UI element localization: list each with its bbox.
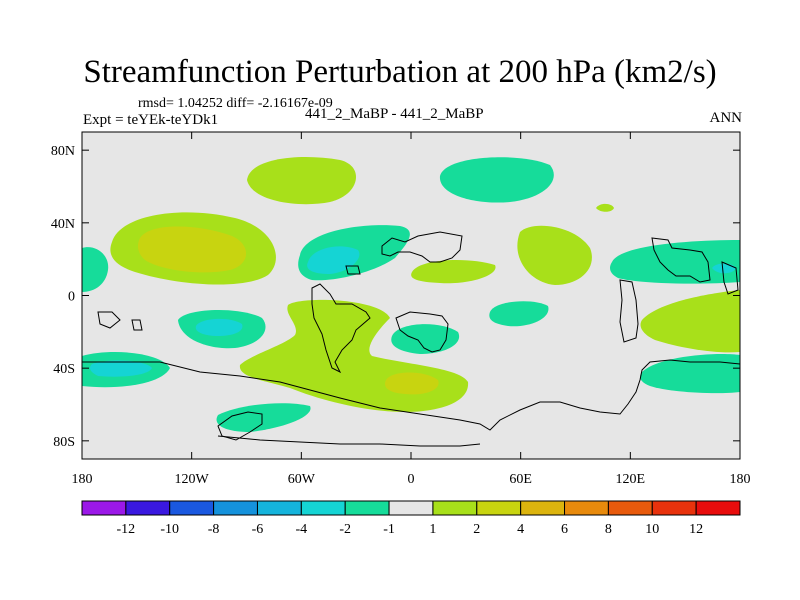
colorbar-label: 2 xyxy=(473,522,480,537)
x-tick-label: 180 xyxy=(730,472,751,487)
colorbar-swatch xyxy=(81,500,127,516)
colorbar-swatch xyxy=(125,500,171,516)
colorbar-label: -8 xyxy=(208,522,220,537)
contour-negative-south-pacific-core xyxy=(195,318,243,336)
y-tick-label: 80S xyxy=(53,435,75,450)
chart-title: Streamfunction Perturbation at 200 hPa (… xyxy=(83,54,717,90)
outline-north-america xyxy=(381,231,463,263)
colorbar-swatch xyxy=(388,500,434,516)
colorbar-swatch xyxy=(256,500,302,516)
outline-antarctica xyxy=(82,359,740,431)
outline-south-america xyxy=(311,283,371,374)
colorbar-label: 4 xyxy=(517,522,524,537)
colorbar-swatch xyxy=(213,500,258,516)
colorbar-swatch xyxy=(432,500,478,516)
contour-negative-west-africa xyxy=(489,301,549,327)
colorbar-swatch xyxy=(300,500,346,516)
contour-negative-pacific-southwest-core xyxy=(90,360,152,377)
colorbar: -12 -10 -8 -6 -4 -2 -1 1 2 4 6 8 10 12 xyxy=(81,500,741,537)
colorbar-label: 1 xyxy=(429,522,436,537)
colorbar-label: -1 xyxy=(383,522,395,537)
colorbar-swatch xyxy=(695,500,741,516)
outline-africa xyxy=(395,311,449,353)
axis-layer: 180 120W 60W 0 60E 120E 180 80N 40N 0 40S 80S xyxy=(51,132,751,487)
contour-negative-north-atlantic xyxy=(439,157,554,203)
colorbar-swatch xyxy=(169,500,215,516)
colorbar-label: -12 xyxy=(117,522,136,537)
contour-positive-north-pacific xyxy=(247,157,357,205)
contour-negative-east-pacific-edge xyxy=(82,247,109,292)
colorbar-swatch xyxy=(520,500,566,516)
colorbar-label: -2 xyxy=(339,522,351,537)
outline-australia xyxy=(619,279,639,343)
experiment-label: Expt = teYEk-teYDk1 xyxy=(83,112,219,128)
x-tick-label: 120E xyxy=(616,472,646,487)
colorbar-label: 8 xyxy=(605,522,612,537)
outline-antarctic-peninsula xyxy=(217,411,263,441)
colorbar-label: 6 xyxy=(561,522,568,537)
y-tick-label: 40S xyxy=(53,362,75,377)
y-tick-label: 0 xyxy=(68,290,75,305)
contour-negative-south-indian-ocean xyxy=(640,353,740,394)
colorbar-label: 10 xyxy=(645,522,659,537)
x-tick-label: 180 xyxy=(72,472,93,487)
y-tick-label: 80N xyxy=(51,144,75,159)
contour-negative-east-pacific-north xyxy=(610,240,740,284)
colorbar-swatch xyxy=(651,500,697,516)
case-label: 441_2_MaBP - 441_2_MaBP xyxy=(305,106,484,122)
contour-fills xyxy=(82,157,740,432)
contour-positive-south-atlantic-core xyxy=(384,372,439,395)
colorbar-label: -10 xyxy=(160,522,179,537)
colorbar-swatch xyxy=(476,500,522,516)
colorbar-swatch xyxy=(564,500,609,516)
colorbar-label: 12 xyxy=(689,522,703,537)
y-tick-label: 40N xyxy=(51,217,75,232)
contour-positive-small xyxy=(596,203,614,212)
x-tick-label: 0 xyxy=(408,472,415,487)
contour-positive-africa xyxy=(517,225,592,285)
season-label: ANN xyxy=(709,110,743,126)
colorbar-label: -6 xyxy=(252,522,264,537)
outline-asia-east xyxy=(651,237,711,283)
x-tick-label: 120W xyxy=(175,472,210,487)
colorbar-label: -4 xyxy=(295,522,307,537)
continent-outlines xyxy=(82,231,740,447)
contour-positive-pacific-core xyxy=(137,226,247,273)
outline-south-ice-shelf xyxy=(217,435,481,447)
outline-central-america xyxy=(345,265,361,275)
x-tick-label: 60W xyxy=(288,472,316,487)
outline-pacific-islands xyxy=(97,311,143,331)
colorbar-swatch xyxy=(344,500,390,516)
rmsd-diff-stats: rmsd= 1.04252 diff= -2.16167e-09 xyxy=(138,96,333,111)
outline-maritime-continent xyxy=(721,261,739,295)
colorbar-swatch xyxy=(607,500,653,516)
x-tick-label: 60E xyxy=(509,472,532,487)
contour-positive-atlantic-north xyxy=(411,259,496,284)
contour-negative-south-ocean xyxy=(216,403,311,432)
contour-positive-indian-ocean xyxy=(640,290,740,353)
